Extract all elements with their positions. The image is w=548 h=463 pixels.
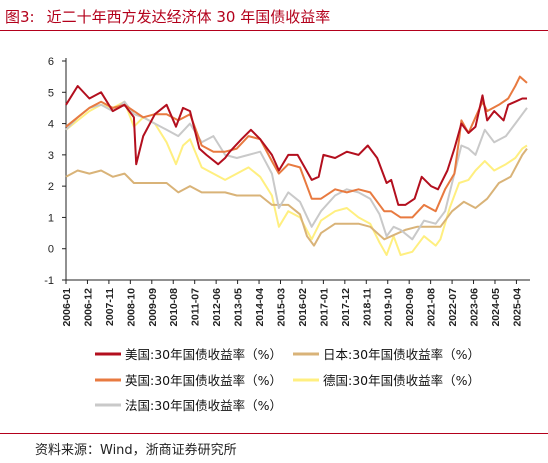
x-tick-label: 2025-04 [511,288,523,327]
x-tick-label: 2009-09 [147,288,159,327]
x-tick-label: 2006-01 [61,288,73,327]
legend-label-2: 英国:30年国债收益率（%） [125,373,282,388]
y-tick-label: 1 [48,212,54,224]
series-line-2 [65,75,528,219]
x-tick-label: 2015-03 [275,288,287,327]
x-tick-label: 2024-05 [490,288,502,327]
x-tick-label: 2010-08 [168,288,180,327]
x-tick-label: 2018-11 [361,288,373,326]
x-tick-label: 2019-10 [383,288,395,327]
figure-label: 图3: [5,8,35,26]
x-tick-label: 2011-07 [190,288,202,326]
x-tick-label: 2017-12 [340,288,352,327]
figure-title-text: 近二十年西方发达经济体 30 年国债收益率 [46,8,331,26]
title-rule [0,30,548,31]
series-line-0 [65,85,527,206]
legend-label-0: 美国:30年国债收益率（%） [125,347,282,362]
x-tick-label: 2016-02 [297,288,309,327]
x-tick-label: 2006-12 [82,288,94,327]
line-chart: -1 0 1 2 3 4 5 6 2006-01 2006-12 2007-11 2008-10 200… [44,56,530,413]
y-tick-label: 2 [48,181,54,193]
x-tick-label: 2014-04 [254,288,266,327]
legend-label-1: 日本:30年国债收益率（%） [323,347,480,362]
x-tick-label: 2012-06 [211,288,223,327]
x-tick-label: 2013-05 [233,288,245,327]
series-line-1 [65,148,528,247]
y-tick-label: -1 [44,275,54,287]
y-tick-label: 4 [48,119,54,131]
y-tick-label: 3 [48,150,54,162]
figure-title: 图3: 近二十年西方发达经济体 30 年国债收益率 [5,6,342,27]
y-tick-label: 6 [48,56,54,68]
x-tick-label: 2007-11 [104,288,116,326]
x-tick-label: 2022-07 [447,288,459,327]
legend-label-3: 德国:30年国债收益率（%） [323,373,480,388]
x-tick-label: 2023-06 [469,288,481,327]
y-tick-label: 0 [48,244,54,256]
x-tick-label: 2017-01 [318,288,330,327]
y-tick-label: 5 [48,87,54,99]
x-tick-label: 2008-10 [125,288,137,327]
x-tick-label: 2020-09 [404,288,416,327]
legend-label-4: 法国:30年国债收益率（%） [125,398,282,413]
series-line-4 [65,100,528,241]
source-rule [0,433,548,434]
source-note: 资料来源：Wind，浙商证券研究所 [35,443,237,458]
x-tick-label: 2021-08 [426,288,438,327]
